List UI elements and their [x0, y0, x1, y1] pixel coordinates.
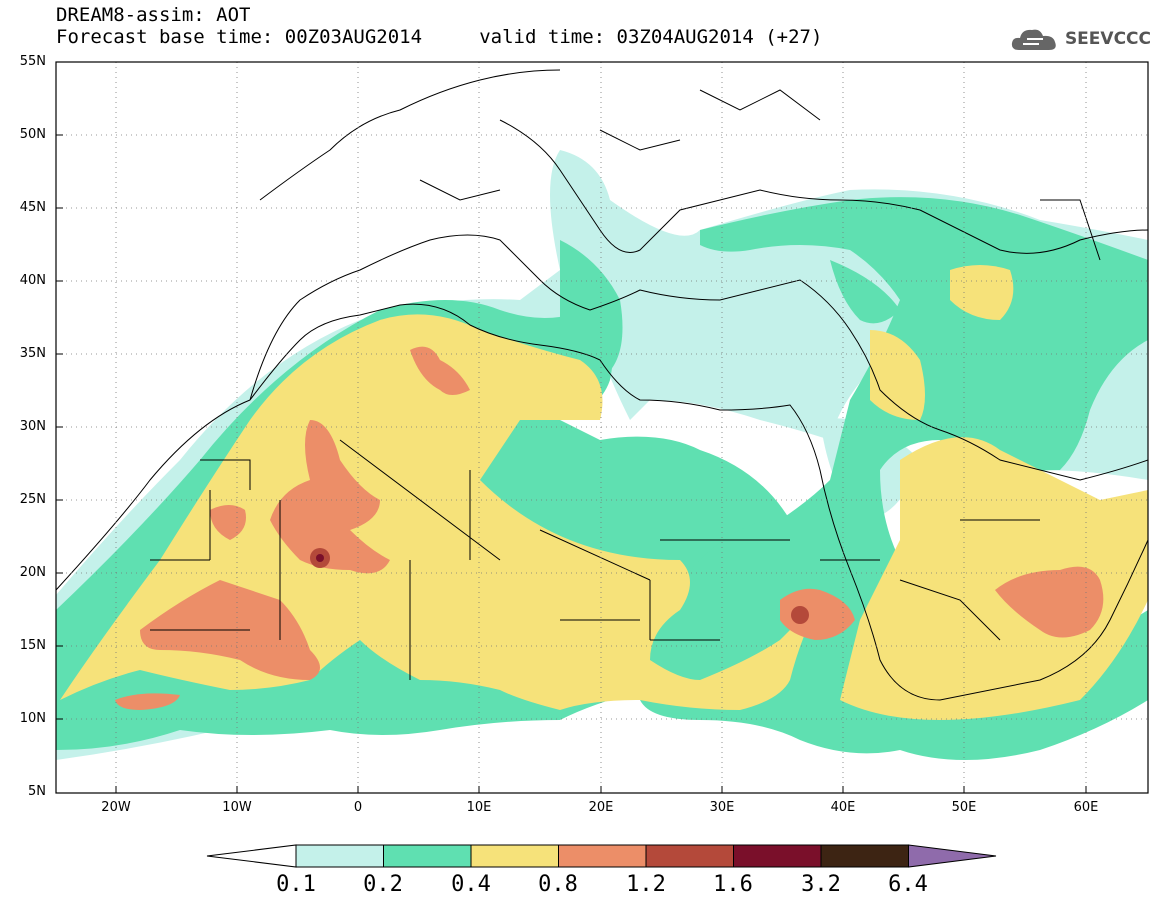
colorbar-swatch-3: [470, 844, 559, 868]
colorbar-label: 1.2: [626, 872, 666, 897]
lon-label: 60E: [1073, 800, 1099, 815]
colorbar-under-triangle: [206, 844, 297, 868]
colorbar-label: 3.2: [801, 872, 841, 897]
colorbar-over-triangle: [908, 844, 997, 868]
colorbar-swatch-7: [820, 844, 909, 868]
lat-label: 25N: [19, 492, 46, 507]
colorbar-label: 0.1: [276, 872, 316, 897]
title-line-1: DREAM8-assim: AOT: [56, 4, 251, 26]
colorbar-swatch-4: [558, 844, 647, 868]
lat-label: 50N: [19, 127, 46, 142]
title-line-2: Forecast base time: 00Z03AUG2014 valid t…: [56, 26, 823, 48]
colorbar-label: 0.4: [451, 872, 491, 897]
logo-text: SEEVCCC: [1064, 29, 1151, 49]
colorbar-label: 0.8: [538, 872, 578, 897]
lon-label: 10E: [466, 800, 492, 815]
lon-label: 30E: [709, 800, 735, 815]
gridlines: [56, 62, 1148, 793]
lat-label: 15N: [19, 638, 46, 653]
lat-label: 10N: [19, 711, 46, 726]
lat-label: 35N: [19, 346, 46, 361]
colorbar-swatch-5: [645, 844, 734, 868]
colorbar-label: 1.6: [713, 872, 753, 897]
tick-marks: [56, 134, 1087, 793]
aot-fields: [56, 150, 1148, 761]
lon-label: 10W: [222, 800, 252, 815]
coastlines: [56, 69, 1148, 701]
aot-band-1.6: [316, 554, 324, 562]
lat-label: 30N: [19, 419, 46, 434]
chart-title: DREAM8-assim: AOT Forecast base time: 00Z…: [56, 4, 822, 48]
lat-label: 45N: [19, 200, 46, 215]
seevccc-logo: SEEVCCC: [1009, 26, 1151, 52]
lon-label: 50E: [951, 800, 977, 815]
colorbar-label: 6.4: [888, 872, 928, 897]
lon-label: 0: [353, 800, 363, 815]
lat-label: 20N: [19, 565, 46, 580]
colorbar-label: 0.2: [363, 872, 403, 897]
lon-label: 20W: [101, 800, 131, 815]
colorbar: [206, 844, 997, 868]
lat-label: 5N: [28, 784, 46, 799]
cloud-icon: [1011, 29, 1056, 50]
lon-label: 20E: [588, 800, 614, 815]
colorbar-swatch-6: [733, 844, 822, 868]
lon-label: 40E: [830, 800, 856, 815]
lat-label: 55N: [19, 54, 46, 69]
lat-label: 40N: [19, 273, 46, 288]
colorbar-swatch-2: [383, 844, 472, 868]
colorbar-swatch-1: [295, 844, 384, 868]
